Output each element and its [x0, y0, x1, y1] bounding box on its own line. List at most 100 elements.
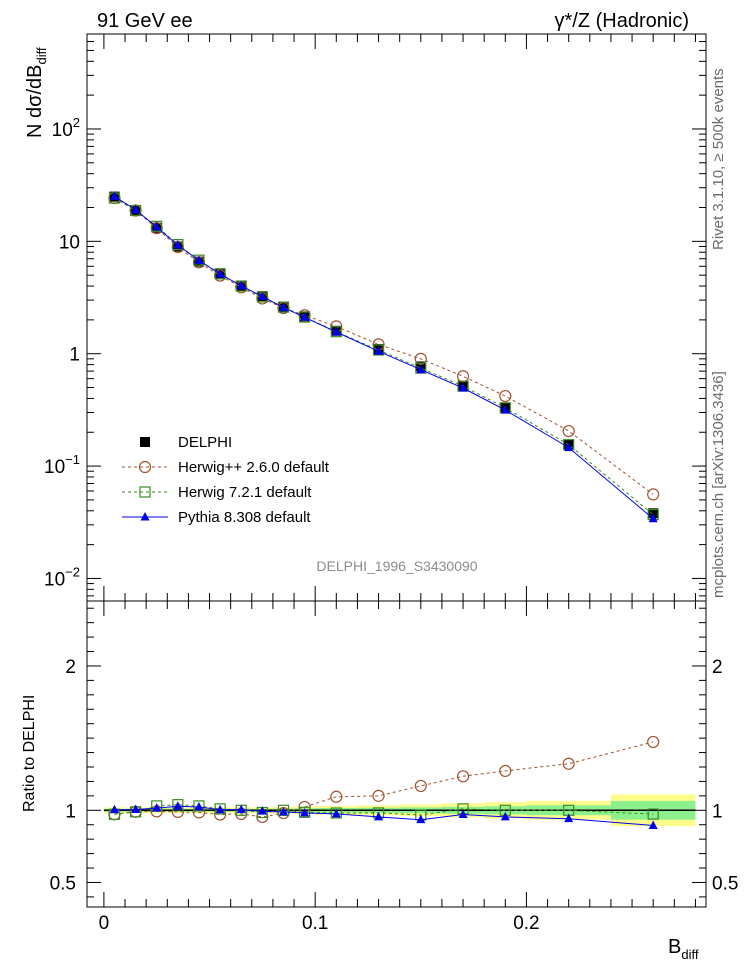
ratio-point-3-1 [131, 804, 141, 814]
main-point-2-8 [277, 301, 290, 313]
ratio-point-1-11 [372, 789, 385, 802]
main-point-3-4 [194, 255, 204, 265]
main-point-3-11 [374, 346, 384, 355]
main-point-2-3 [172, 239, 184, 251]
main-point-3-7 [257, 291, 267, 300]
main-point-3-6 [236, 280, 246, 290]
main-point-2-10 [330, 326, 342, 338]
main-point-1-16 [647, 488, 660, 501]
ratio-point-3-13 [458, 809, 468, 819]
main-y-axis-label: N dσ/dBdiff [24, 47, 49, 138]
x-axis-label-main: B [668, 936, 681, 958]
main-y-axis-label-sub: diff [34, 47, 49, 64]
legend-label-0: DELPHI [178, 434, 232, 451]
main-point-2-11 [372, 344, 385, 356]
main-point-3-15 [564, 442, 574, 452]
ratio-y-tick-label-right-1: 1 [712, 801, 723, 822]
main-point-1-15 [562, 424, 575, 438]
main-point-3-10 [331, 327, 341, 336]
main-point-2-9 [299, 311, 311, 323]
header-left-label: 91 GeV ee [97, 10, 193, 32]
main-y-tick-base: 10 [44, 457, 65, 478]
main-point-3-1 [131, 204, 141, 214]
ratio-point-2-4 [193, 800, 205, 812]
legend-marker-3 [140, 512, 150, 521]
ratio-y-tick-label-right-0: 0.5 [712, 873, 738, 894]
legend-entry-0: DELPHI [140, 434, 232, 451]
legend-marker-1 [138, 460, 152, 474]
main-y-tick-base: 10 [59, 232, 80, 253]
ratio-series-layer [108, 735, 660, 829]
main-point-3-0 [109, 191, 119, 200]
x-tick-label-0: 0 [99, 913, 110, 934]
main-y-axis-label-main: N dσ/dB [24, 65, 46, 139]
ratio-frame [86, 600, 707, 908]
legend-entry-2: Herwig 7.2.1 default [122, 484, 312, 501]
rivet-version-note: Rivet 3.1.10, ≥ 500k events [710, 68, 727, 250]
legend-entry-1: Herwig++ 2.6.0 default [122, 459, 330, 476]
ratio-point-3-7 [257, 806, 267, 815]
ratio-point-1-13 [456, 770, 470, 783]
ratio-point-3-0 [109, 804, 119, 814]
main-y-tick-label-1: 10−1 [44, 452, 80, 478]
ratio-point-3-15 [564, 813, 574, 823]
legend-label-2: Herwig 7.2.1 default [178, 484, 312, 501]
main-point-3-13 [458, 383, 468, 392]
main-y-tick-exp: −2 [65, 564, 80, 579]
main-point-1-13 [456, 370, 470, 383]
x-tick-label-1: 0.1 [302, 913, 328, 934]
ratio-point-3-14 [500, 811, 510, 821]
ratio-point-1-12 [414, 779, 427, 793]
legend: DELPHI Herwig++ 2.6.0 default Herwig 7.2.1… [122, 434, 330, 526]
legend-label-1: Herwig++ 2.6.0 default [178, 459, 330, 476]
analysis-label: DELPHI_1996_S3430090 [316, 558, 477, 574]
main-y-tick-exp: 2 [73, 115, 80, 130]
ratio-point-1-16 [647, 735, 660, 749]
ratio-point-3-16 [648, 820, 658, 829]
main-y-tick-exp: −1 [65, 452, 80, 467]
ratio-y-tick-label-left-1: 1 [65, 801, 76, 822]
ratio-point-3-2 [152, 803, 162, 812]
legend-marker-0 [140, 437, 150, 447]
main-series-line-1 [114, 197, 654, 495]
ratio-y-tick-label-right-2: 2 [712, 657, 723, 678]
main-point-2-5 [214, 268, 226, 280]
main-point-1-14 [499, 389, 512, 403]
ratio-point-3-4 [194, 802, 204, 811]
ratio-y-axis-label: Ratio to DELPHI [21, 695, 38, 812]
ratio-point-3-11 [374, 811, 384, 821]
ratio-point-3-9 [300, 807, 310, 817]
ratio-point-1-14 [499, 764, 512, 778]
ratio-point-1-15 [562, 757, 575, 770]
ratio-point-1-10 [330, 790, 343, 803]
main-point-3-16 [648, 513, 658, 523]
main-y-tick-base: 10 [44, 569, 65, 590]
ratio-point-3-5 [215, 804, 225, 814]
x-tick-label-2: 0.2 [513, 913, 539, 934]
mcplots-reference-note: mcplots.cern.ch [arXiv:1306.3436] [710, 371, 727, 598]
main-point-3-5 [215, 269, 225, 278]
ratio-point-3-12 [416, 814, 426, 824]
main-point-3-12 [416, 364, 426, 374]
main-y-tick-label-0: 10−2 [44, 564, 80, 590]
main-point-3-8 [278, 302, 288, 312]
ratio-series-3 [109, 801, 658, 829]
main-y-tick-label-3: 10 [59, 232, 80, 253]
ratio-y-tick-label-left-2: 2 [65, 657, 76, 678]
main-point-0-16 [648, 508, 659, 519]
ratio-point-3-6 [236, 804, 246, 814]
ratio-axes: 0.5 0.5 1 1 2 2 0 0.1 0.2 [50, 600, 738, 934]
ratio-point-3-8 [278, 806, 288, 816]
ratio-point-3-3 [173, 801, 183, 810]
ratio-y-tick-label-left-0: 0.5 [50, 873, 76, 894]
main-point-2-4 [193, 254, 205, 266]
main-y-tick-base: 1 [69, 345, 80, 366]
ratio-point-2-10 [330, 807, 342, 819]
legend-entry-3: Pythia 8.308 default [122, 509, 311, 526]
main-point-3-2 [152, 222, 162, 231]
ratio-point-3-10 [331, 808, 341, 818]
x-axis-label: Bdiff [668, 936, 699, 962]
